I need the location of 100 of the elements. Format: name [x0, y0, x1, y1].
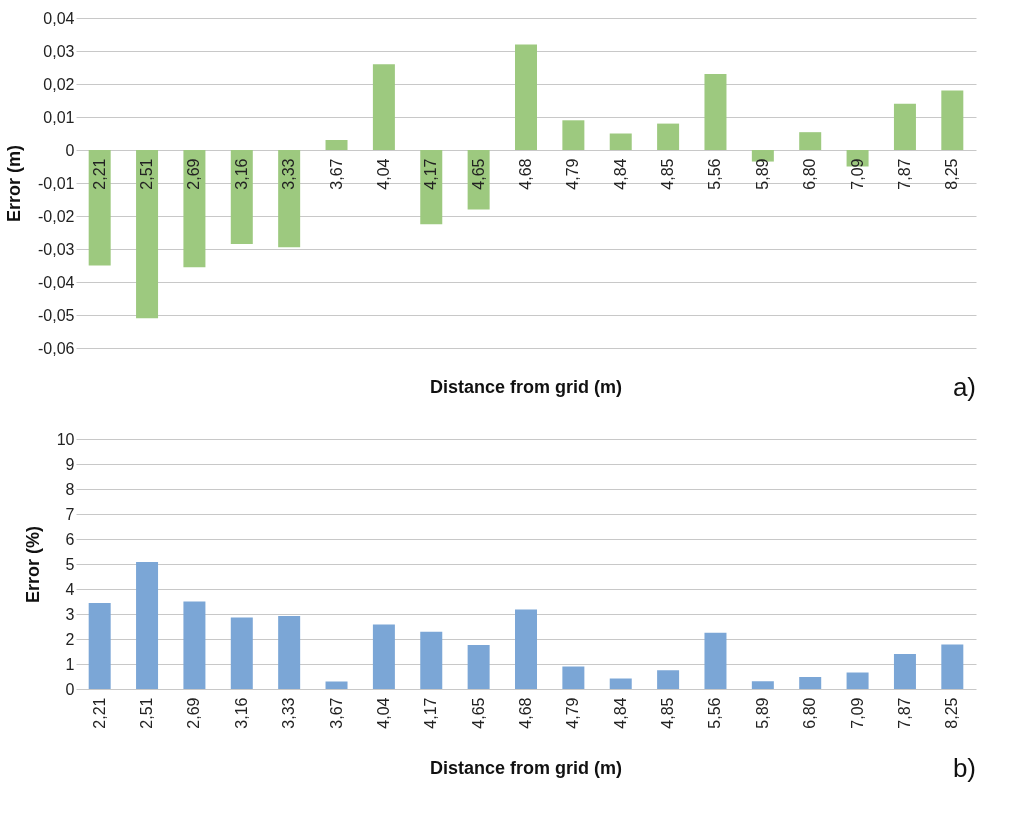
bar [751, 681, 774, 689]
x-tick-label: 6,80 [801, 158, 819, 190]
x-tick-label: 5,89 [753, 697, 771, 729]
x-axis-title: Distance from grid (m) [429, 758, 623, 778]
bar [136, 562, 159, 689]
x-tick-label: 4,65 [469, 697, 487, 729]
bar [799, 132, 822, 150]
x-tick-label: 2,69 [185, 697, 203, 729]
bar [230, 150, 253, 245]
x-tick-label: 8,25 [943, 697, 961, 729]
bar [278, 616, 301, 689]
bar [88, 150, 111, 266]
x-tick-label: 4,68 [517, 158, 534, 190]
x-tick-label: 4,65 [469, 158, 487, 190]
bar [846, 672, 869, 689]
bar [278, 150, 301, 248]
y-tick-label: -0,04 [38, 273, 75, 291]
y-tick-label: 3 [65, 605, 75, 623]
bar [325, 140, 348, 150]
x-tick-label: 6,80 [801, 697, 819, 729]
x-tick-label: 7,87 [895, 697, 913, 729]
y-tick-label: 7 [65, 505, 75, 523]
bar [704, 632, 727, 689]
x-tick-label: 5,89 [753, 158, 771, 190]
bar [704, 74, 727, 150]
y-tick-label: 0,02 [43, 75, 75, 93]
y-tick-label: 10 [56, 430, 75, 448]
y-tick-label: 0,03 [43, 42, 75, 60]
x-tick-label: 2,69 [185, 158, 203, 190]
y-axis-title: Error (%) [22, 525, 43, 604]
bar [562, 666, 585, 689]
bar [562, 120, 585, 150]
bar [657, 123, 680, 150]
y-tick-label: 2 [65, 630, 75, 648]
y-tick-label: -0,01 [38, 174, 75, 192]
bar [88, 603, 111, 689]
x-tick-label: 2,21 [90, 697, 108, 729]
y-tick-label: -0,03 [38, 240, 75, 258]
x-tick-label: 2,21 [90, 158, 108, 190]
x-tick-label: 4,84 [611, 158, 629, 190]
bar [372, 624, 395, 689]
x-tick-label: 3,33 [280, 697, 298, 729]
bar [893, 654, 916, 689]
x-tick-label: 4,85 [659, 697, 677, 729]
x-tick-label: 4,17 [422, 697, 440, 729]
bar [183, 150, 206, 268]
y-tick-label: 9 [65, 455, 75, 473]
bar [230, 617, 253, 689]
x-tick-label: 8,25 [943, 158, 961, 190]
x-tick-label: 5,56 [706, 158, 724, 190]
x-tick-label: 7,09 [848, 158, 866, 190]
bar [183, 601, 206, 689]
bar [136, 150, 159, 319]
x-tick-label: 4,04 [374, 697, 392, 729]
bar [420, 631, 443, 689]
x-tick-label: 2,51 [138, 158, 156, 190]
y-tick-label: -0,05 [38, 306, 75, 324]
x-tick-label: 3,67 [327, 158, 345, 190]
bar [609, 133, 632, 150]
x-tick-label: 3,33 [280, 158, 298, 190]
bar [799, 677, 822, 689]
y-tick-label: -0,02 [38, 207, 75, 225]
y-tick-label: 4 [65, 580, 75, 598]
text: b) [952, 753, 976, 783]
x-tick-label: 3,16 [232, 158, 250, 190]
bar [325, 681, 348, 689]
y-tick-label: 0,04 [43, 9, 75, 27]
bar [657, 670, 680, 689]
x-tick-label: 4,84 [611, 697, 629, 729]
bar [941, 90, 964, 150]
bar [609, 678, 632, 689]
x-tick-label: 4,17 [422, 158, 440, 190]
x-tick-label: 2,51 [138, 697, 156, 729]
y-tick-label: 0,01 [43, 108, 75, 126]
x-tick-label: 3,67 [327, 697, 345, 729]
bar [515, 44, 537, 150]
y-tick-label: 1 [65, 655, 75, 673]
x-tick-label: 7,87 [895, 158, 913, 190]
x-tick-label: 3,16 [232, 697, 250, 729]
bar [941, 644, 964, 689]
bar [515, 609, 537, 689]
x-tick-label: 7,09 [848, 697, 866, 729]
bar [893, 103, 916, 150]
text: a) [952, 372, 976, 402]
y-tick-label: 8 [65, 480, 75, 498]
x-tick-label: 4,79 [564, 697, 582, 729]
x-axis-title: Distance from grid (m) [429, 377, 623, 397]
x-tick-label: 4,85 [659, 158, 677, 190]
y-tick-label: 6 [65, 530, 75, 548]
y-tick-label: 5 [65, 555, 75, 573]
y-tick-label: -0,06 [38, 339, 75, 357]
y-axis-title: Error (m) [4, 144, 25, 223]
x-tick-label: 4,68 [517, 697, 534, 729]
y-tick-label: 0 [65, 141, 75, 159]
x-tick-label: 5,56 [706, 697, 724, 729]
y-tick-label: 0 [65, 680, 75, 698]
bar [372, 64, 395, 150]
x-tick-label: 4,79 [564, 158, 582, 190]
x-tick-label: 4,04 [374, 158, 392, 190]
bar [467, 645, 490, 689]
